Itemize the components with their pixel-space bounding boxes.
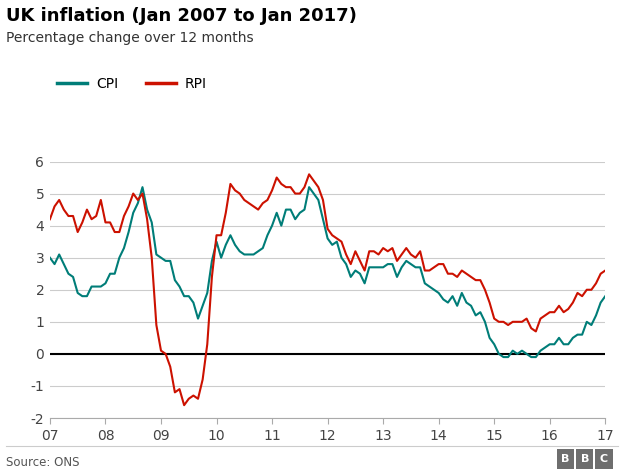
Text: Source: ONS: Source: ONS	[6, 456, 80, 469]
Text: B: B	[580, 454, 589, 465]
Text: Percentage change over 12 months: Percentage change over 12 months	[6, 31, 254, 45]
Text: C: C	[600, 454, 608, 465]
Legend: CPI, RPI: CPI, RPI	[51, 71, 212, 96]
Text: B: B	[561, 454, 570, 465]
Text: UK inflation (Jan 2007 to Jan 2017): UK inflation (Jan 2007 to Jan 2017)	[6, 7, 357, 25]
